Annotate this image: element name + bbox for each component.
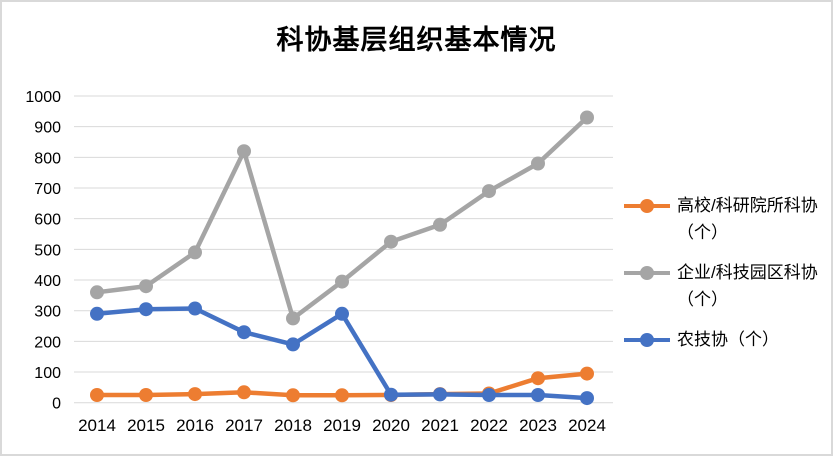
y-axis-tick-label: 500 (34, 242, 61, 259)
data-point (482, 184, 496, 199)
legend-label: 农技协（个） (677, 330, 779, 349)
data-point (531, 371, 545, 386)
y-axis-tick-label: 1000 (25, 89, 61, 106)
x-axis-tick-label: 2023 (519, 416, 557, 435)
data-point (286, 311, 300, 326)
legend-label: 高校/科研院所科协（个） (677, 196, 818, 242)
data-point (90, 285, 104, 300)
data-point (335, 274, 349, 289)
data-point (384, 234, 398, 249)
data-point (237, 325, 251, 340)
data-point (335, 388, 349, 403)
data-point (139, 279, 153, 294)
data-point (286, 388, 300, 403)
x-axis-tick-label: 2021 (421, 416, 459, 435)
x-axis-tick-label: 2016 (176, 416, 214, 435)
y-axis-tick-label: 300 (34, 304, 61, 321)
x-axis-tick-label: 2022 (470, 416, 508, 435)
x-axis-tick-label: 2020 (372, 416, 410, 435)
legend-marker-line-dot-icon (624, 259, 670, 286)
x-axis-tick-label: 2015 (127, 416, 165, 435)
legend-item: 农技协（个） (624, 326, 829, 353)
y-axis-tick-label: 0 (52, 396, 61, 413)
data-point (286, 337, 300, 352)
y-axis-tick-label: 200 (34, 334, 61, 351)
x-axis-tick-label: 2017 (225, 416, 263, 435)
legend-marker-line-dot-icon (624, 326, 670, 353)
data-point (433, 217, 447, 232)
data-point (188, 245, 202, 260)
data-point (580, 366, 594, 381)
data-point (188, 387, 202, 402)
data-point (433, 387, 447, 402)
y-axis-tick-label: 400 (34, 273, 61, 290)
data-point (335, 306, 349, 321)
legend-item: 企业/科技园区科协（个） (624, 259, 829, 313)
x-axis-tick-label: 2019 (323, 416, 361, 435)
legend-item: 高校/科研院所科协（个） (624, 192, 829, 246)
data-point (580, 110, 594, 125)
y-axis-tick-label: 800 (34, 150, 61, 167)
x-axis-tick-label: 2014 (78, 416, 116, 435)
x-axis-tick-label: 2024 (568, 416, 606, 435)
legend: 高校/科研院所科协（个） 企业/科技园区科协（个） 农技协（个） (624, 192, 829, 353)
y-axis-tick-label: 100 (34, 365, 61, 382)
data-point (139, 388, 153, 402)
legend-marker-line-dot-icon (624, 192, 670, 219)
y-axis-tick-label: 700 (34, 181, 61, 198)
y-axis-tick-label: 600 (34, 212, 61, 229)
data-point (188, 301, 202, 316)
data-point (90, 388, 104, 402)
chart-title: 科协基层组织基本情况 (276, 25, 557, 55)
data-point (384, 387, 398, 402)
data-point (531, 388, 545, 402)
data-point (531, 156, 545, 171)
data-point (237, 385, 251, 400)
legend-label: 企业/科技园区科协（个） (677, 263, 818, 309)
data-point (139, 302, 153, 317)
data-point (580, 391, 594, 406)
data-point (237, 144, 251, 159)
data-point (90, 306, 104, 321)
y-axis-tick-label: 900 (34, 120, 61, 137)
x-axis-tick-label: 2018 (274, 416, 312, 435)
data-point (482, 388, 496, 402)
